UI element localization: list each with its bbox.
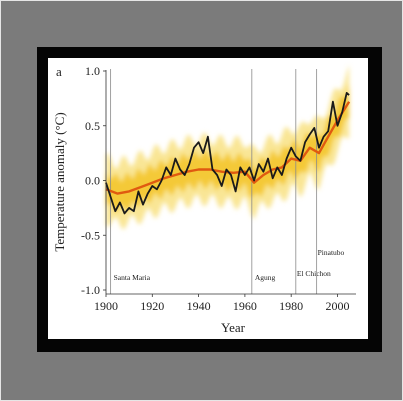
tick-labels: 1900 1920 1940 1960 1980 2000 1.0 0.5 0.0 -0.5 -1.… <box>81 64 349 313</box>
x-axis-title: Year <box>221 320 246 335</box>
y-tick-label: 0.5 <box>85 119 100 133</box>
x-tick-label: 2000 <box>325 299 349 313</box>
y-tick-label: 1.0 <box>85 64 100 78</box>
axes <box>105 70 356 295</box>
volcano-label: Santa Maria <box>114 273 151 282</box>
x-tick-label: 1940 <box>187 299 211 313</box>
series-lines <box>105 92 351 215</box>
volcano-label: El Chichon <box>297 269 331 278</box>
y-tick-label: -1.0 <box>81 283 100 297</box>
model-spread-band <box>106 64 350 230</box>
x-tick-label: 1980 <box>279 299 303 313</box>
x-tick-label: 1900 <box>94 299 118 313</box>
volcanic-eruption-markers: Santa Maria Agung El Chichon Pinatubo <box>110 69 345 294</box>
volcano-label: Pinatubo <box>318 248 345 257</box>
x-tick-label: 1920 <box>140 299 164 313</box>
observed-line <box>105 92 350 215</box>
y-tick-label: 0.0 <box>85 174 100 188</box>
volcano-label: Agung <box>255 273 276 282</box>
x-tick-label: 1960 <box>233 299 257 313</box>
y-axis-title: Temperature anomaly (°C) <box>52 112 67 251</box>
panel-label: a <box>56 64 62 79</box>
y-tick-label: -0.5 <box>81 228 100 242</box>
chart-card: Santa Maria Agung El Chichon Pinatubo 1900 1… <box>48 58 368 339</box>
model-spread-inner <box>106 84 350 213</box>
